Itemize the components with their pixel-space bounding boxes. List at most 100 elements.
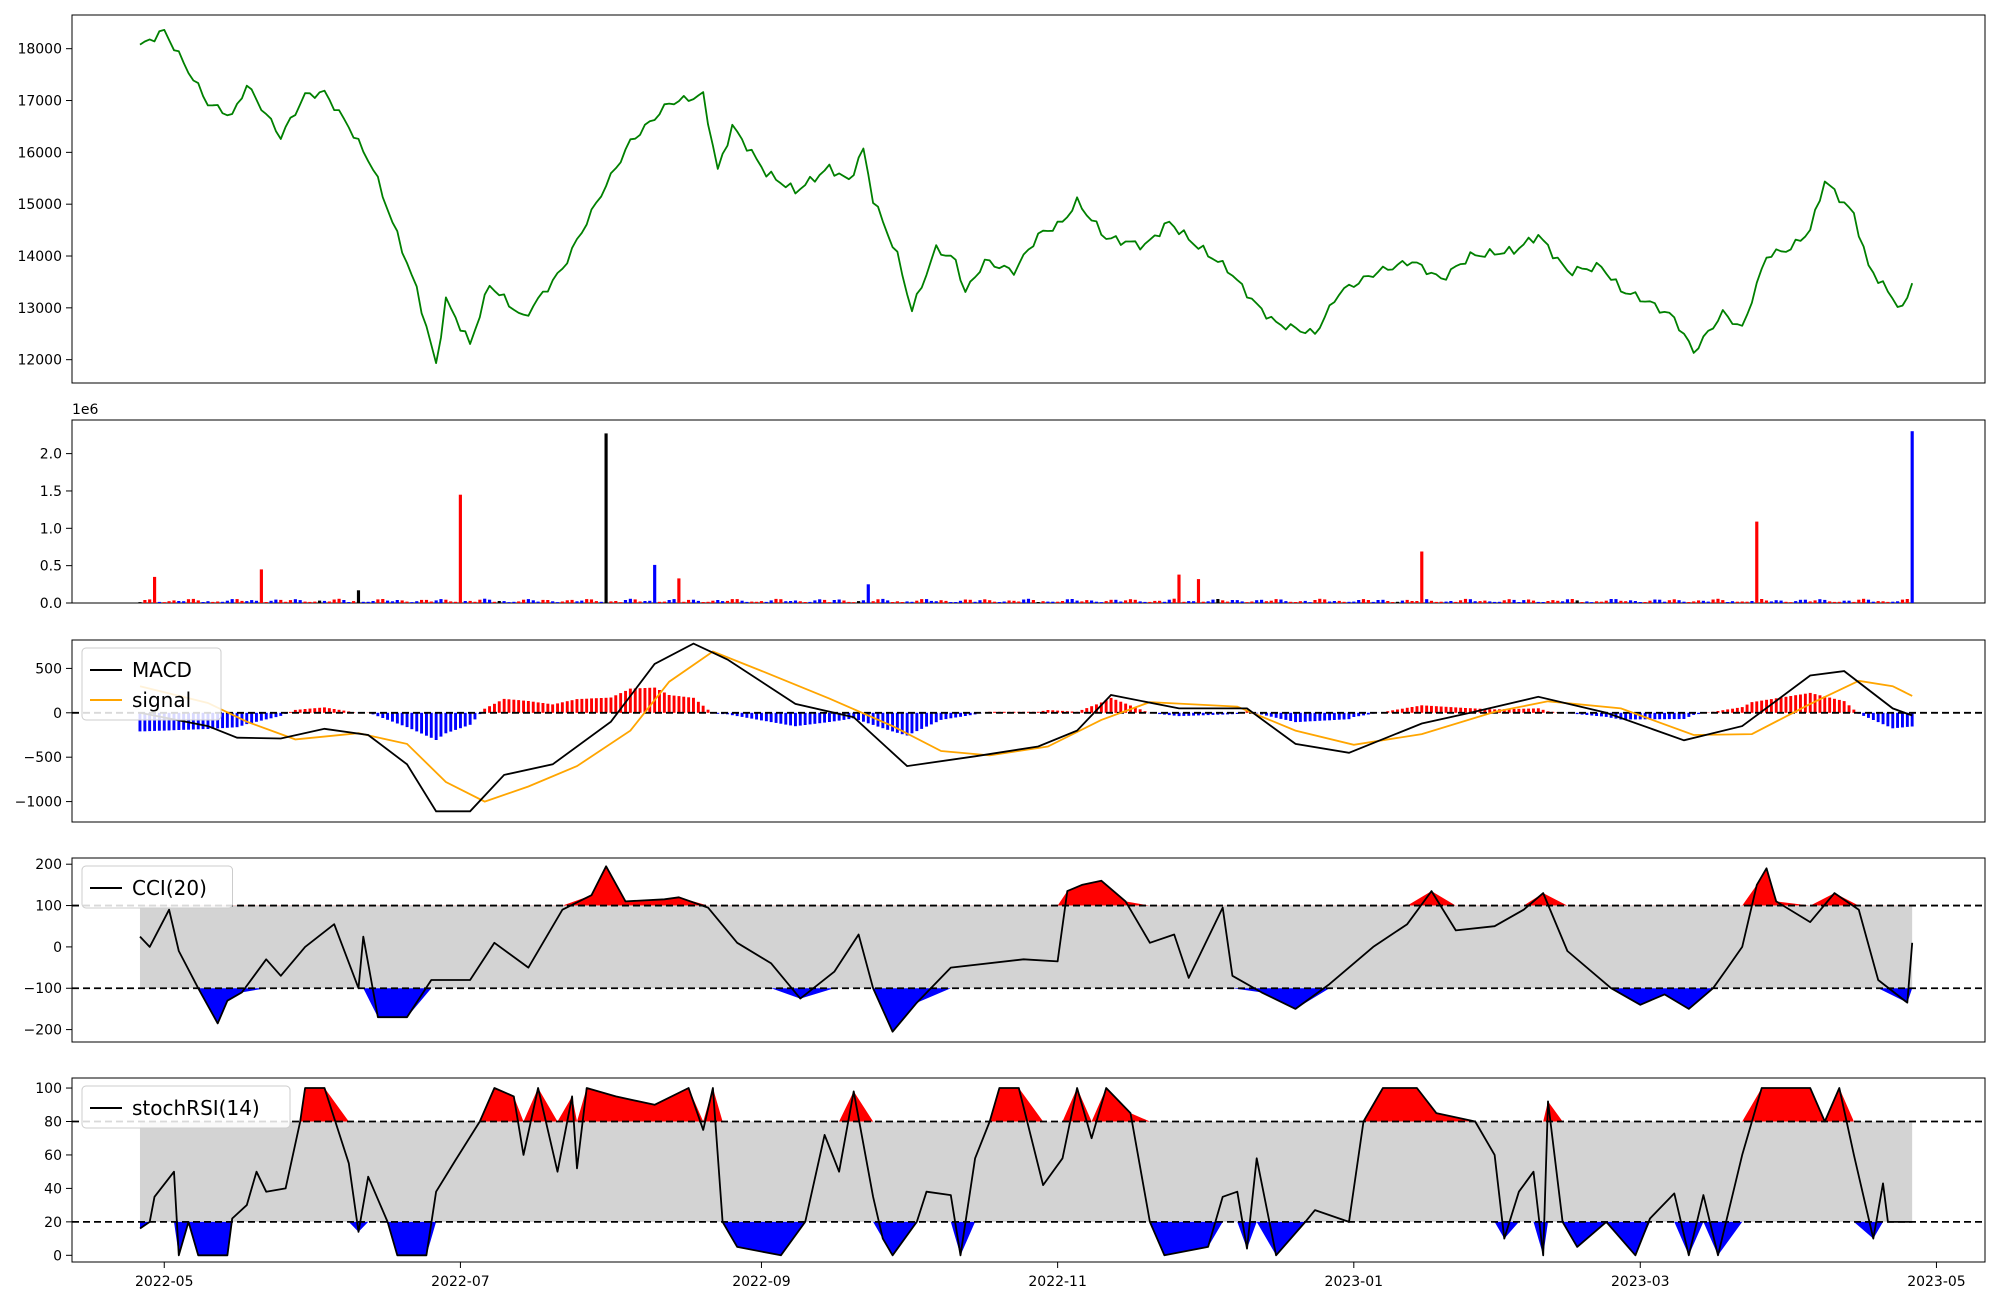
volume-bar xyxy=(1585,601,1589,603)
macd-histogram-bar xyxy=(735,712,739,717)
macd-histogram-bar xyxy=(852,712,856,719)
macd-histogram-bar xyxy=(740,712,744,717)
volume-bar xyxy=(604,433,608,603)
volume-bar xyxy=(225,600,229,603)
macd-histogram-bar xyxy=(1731,708,1735,713)
macd-histogram-bar xyxy=(1464,708,1467,713)
volume-bar xyxy=(507,602,511,603)
volume-bar xyxy=(381,599,385,603)
price-line xyxy=(139,29,1914,364)
volume-bar xyxy=(1420,551,1424,603)
volume-bar xyxy=(706,601,710,603)
macd-histogram-bar xyxy=(900,712,904,735)
macd-histogram-bar xyxy=(585,698,589,713)
volume-bar xyxy=(1561,601,1565,603)
volume-bar xyxy=(560,601,564,603)
volume-bar xyxy=(1546,601,1550,603)
volume-bar xyxy=(488,599,492,603)
volume-bar xyxy=(1381,599,1385,603)
volume-bar xyxy=(1891,601,1895,603)
volume-bar xyxy=(1604,600,1608,603)
volume-bar xyxy=(691,599,696,603)
volume-bar xyxy=(458,494,462,603)
price-panel-frame xyxy=(71,14,1986,384)
volume-bar xyxy=(716,600,720,603)
volume-bar xyxy=(1614,599,1618,603)
macd-histogram-bar xyxy=(1755,701,1759,713)
volume-bar xyxy=(361,601,365,603)
volume-bar xyxy=(779,599,783,603)
volume-bar xyxy=(1789,602,1793,603)
x-tick-label: 2023-05 xyxy=(1907,1274,1966,1290)
macd-histogram-bar xyxy=(779,712,783,724)
macd-histogram-bar xyxy=(963,712,967,716)
volume-bar xyxy=(1070,599,1074,603)
macd-histogram-bar xyxy=(1726,709,1730,713)
volume-bar xyxy=(235,599,239,603)
macd-histogram-bar xyxy=(522,700,526,713)
volume-bar xyxy=(517,601,521,603)
volume-bar xyxy=(1415,601,1419,603)
macd-histogram-bar xyxy=(1876,712,1880,723)
volume-bar xyxy=(886,600,890,603)
volume-bar xyxy=(546,600,550,603)
macd-histogram-bar xyxy=(225,712,229,728)
macd-histogram-bar xyxy=(381,712,385,718)
volume-bar xyxy=(900,602,904,603)
volume-bar xyxy=(1454,601,1458,603)
volume-bar xyxy=(1051,601,1055,603)
volume-bar xyxy=(745,601,749,603)
macd-histogram-bar xyxy=(959,712,963,717)
volume-bar xyxy=(1274,599,1278,603)
macd-histogram-bar xyxy=(823,712,827,723)
macd-histogram-bar xyxy=(1197,712,1200,716)
volume-bar xyxy=(1211,599,1215,603)
macd-histogram-bar xyxy=(245,712,249,725)
volume-bar xyxy=(1182,601,1186,603)
volume-bar xyxy=(1871,601,1875,603)
volume-bar xyxy=(1133,599,1137,603)
volume-bar xyxy=(934,601,938,603)
macd-histogram-bar xyxy=(895,712,899,733)
macd-histogram-bar xyxy=(638,688,642,713)
macd-histogram-bar xyxy=(580,698,584,713)
volume-bar xyxy=(789,601,793,603)
volume-bar xyxy=(259,569,263,603)
volume-bar xyxy=(1065,599,1069,603)
macd-histogram-bar xyxy=(920,712,924,729)
macd-histogram-bar xyxy=(968,712,972,716)
stochrsi-y-tick-label: 20 xyxy=(44,1215,62,1231)
volume-bar xyxy=(429,601,433,603)
volume-bar xyxy=(298,600,302,603)
macd-histogram-bar xyxy=(502,698,506,713)
volume-bar xyxy=(1148,601,1152,603)
macd-histogram-bar xyxy=(172,712,176,731)
volume-bar xyxy=(992,601,997,603)
volume-bar xyxy=(318,600,322,603)
volume-bar xyxy=(1599,601,1604,603)
macd-histogram-bar xyxy=(925,712,929,727)
volume-bar xyxy=(1162,601,1167,603)
volume-bar xyxy=(1449,601,1453,603)
volume-bar xyxy=(1250,601,1254,603)
volume-bar xyxy=(216,601,220,603)
volume-bar xyxy=(857,601,861,603)
volume-bar xyxy=(1716,598,1720,603)
macd-histogram-bar xyxy=(512,699,516,713)
volume-bar xyxy=(1813,600,1817,603)
macd-histogram-bar xyxy=(1905,712,1909,727)
macd-histogram-bar xyxy=(1536,708,1540,713)
macd-histogram-bar xyxy=(1837,699,1841,713)
macd-histogram-bar xyxy=(1910,712,1914,727)
volume-bar xyxy=(847,601,851,603)
volume-bar xyxy=(667,600,671,603)
stochrsi-y-tick-label: 40 xyxy=(44,1181,62,1197)
macd-histogram-bar xyxy=(1027,711,1030,713)
macd-histogram-bar xyxy=(1274,712,1278,718)
volume-bar xyxy=(1235,600,1239,603)
volume-bar xyxy=(148,599,152,603)
volume-bar xyxy=(1240,601,1244,603)
volume-bar xyxy=(347,602,351,603)
volume-bar xyxy=(245,601,249,603)
macd-histogram-bar xyxy=(1541,709,1545,713)
